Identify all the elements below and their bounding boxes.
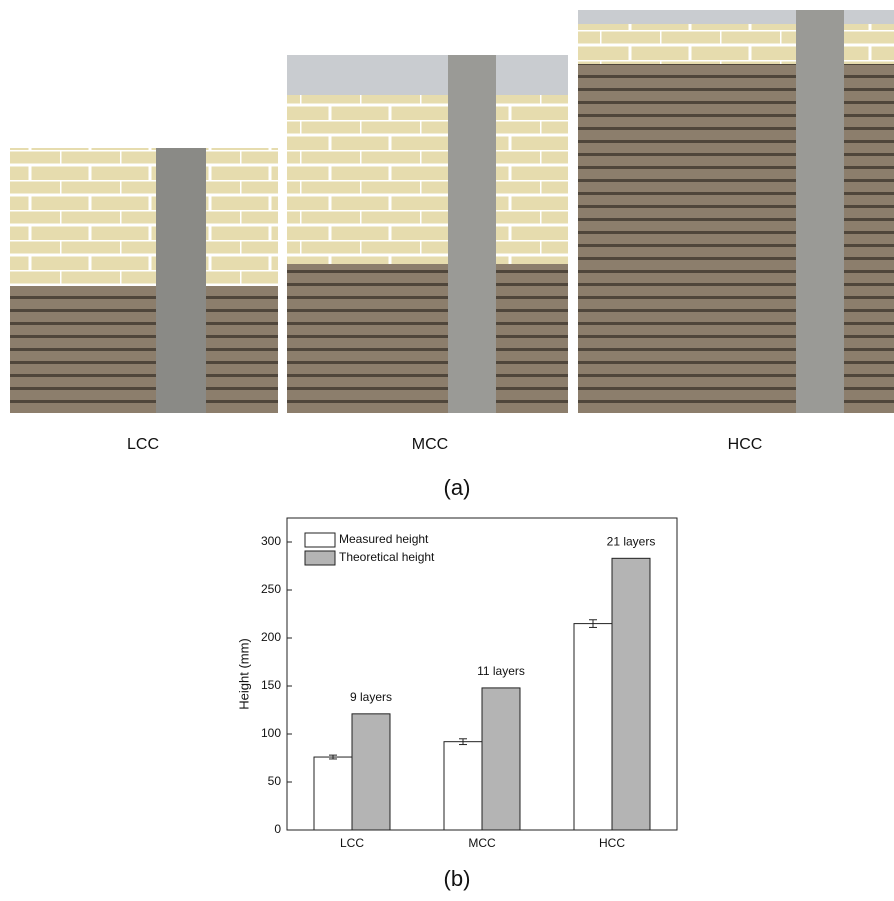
legend-label: Theoretical height	[339, 550, 435, 564]
figure: LCC MCC HCC (a) (b) Height (mm) 0 50 100 15…	[0, 0, 894, 896]
x-tick-label: MCC	[468, 836, 496, 850]
bar	[314, 757, 352, 830]
photo-mcc	[287, 55, 568, 413]
legend-swatch	[305, 551, 335, 565]
photo-label: MCC	[412, 436, 448, 453]
y-tick-label: 150	[261, 678, 281, 692]
legend-label: Measured height	[339, 532, 429, 546]
y-axis-label: Height (mm)	[236, 638, 251, 710]
y-tick-label: 0	[274, 822, 281, 836]
y-tick-label: 200	[261, 630, 281, 644]
y-tick-label: 300	[261, 534, 281, 548]
bar	[444, 742, 482, 830]
annotation: 11 layers	[477, 664, 525, 678]
bar	[352, 714, 390, 830]
bar	[574, 624, 612, 830]
photo-lcc	[10, 148, 278, 413]
panel-label: (a)	[444, 475, 471, 500]
y-tick-label: 250	[261, 582, 281, 596]
photo-hcc	[578, 10, 894, 413]
annotation: 21 layers	[607, 534, 656, 548]
x-tick-label: HCC	[599, 836, 625, 850]
y-tick-label: 100	[261, 726, 281, 740]
photo-label: LCC	[127, 436, 159, 453]
x-tick-label: LCC	[340, 836, 364, 850]
legend-swatch	[305, 533, 335, 547]
y-tick-label: 50	[268, 774, 282, 788]
annotation: 9 layers	[350, 690, 392, 704]
bar	[482, 688, 520, 830]
photo-label: HCC	[728, 436, 763, 453]
bar	[612, 558, 650, 830]
panel-label: (b)	[444, 866, 471, 891]
